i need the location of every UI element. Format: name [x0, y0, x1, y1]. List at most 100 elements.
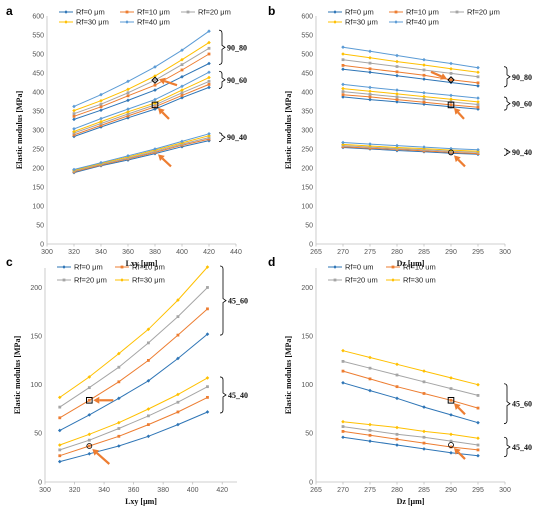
- data-point: [72, 133, 76, 137]
- legend-label: Rf=0 μm: [74, 263, 103, 272]
- data-point: [58, 405, 62, 409]
- y-tick-label: 0: [40, 241, 44, 248]
- data-point: [341, 90, 345, 94]
- data-point: [476, 65, 480, 70]
- legend-marker: [62, 265, 66, 269]
- panel-d: d 0 50 100 150 200 265 270 275 280 285 290 295 300 Dz …: [268, 255, 532, 506]
- legend-marker: [64, 20, 68, 24]
- data-point: [126, 107, 130, 111]
- x-tick-label: 285: [418, 249, 430, 256]
- series-line-Rf30: [342, 88, 479, 103]
- data-point: [341, 140, 345, 145]
- group-label: 45_60: [228, 297, 248, 306]
- data-point: [341, 82, 345, 87]
- x-tick-label: 300: [499, 249, 511, 256]
- group-label: 90_40: [512, 148, 532, 157]
- legend-marker: [120, 278, 124, 282]
- series-line-Rf0: [59, 333, 208, 431]
- data-point: [180, 75, 184, 79]
- panel-letter: a: [6, 4, 13, 18]
- data-point: [341, 58, 345, 62]
- data-point: [126, 109, 130, 114]
- data-point: [207, 79, 211, 83]
- data-point: [395, 59, 399, 64]
- series-line-Rf10: [59, 396, 208, 457]
- data-point: [341, 67, 345, 71]
- data-point: [449, 103, 453, 107]
- y-tick-label: 150: [301, 184, 313, 191]
- data-point: [422, 63, 426, 67]
- legend-marker: [120, 265, 124, 269]
- data-point: [476, 394, 480, 397]
- y-tick-label: 50: [36, 222, 44, 229]
- series-line-Rf30: [59, 377, 208, 446]
- data-point: [126, 112, 130, 116]
- data-point: [368, 388, 372, 393]
- series-line-Rf40: [342, 142, 479, 151]
- data-point: [449, 376, 453, 380]
- data-point: [72, 117, 76, 122]
- series-line-Rf20: [73, 137, 210, 172]
- data-point: [207, 75, 211, 80]
- y-tick-label: 50: [305, 431, 313, 438]
- data-point: [146, 327, 151, 332]
- data-point: [368, 377, 372, 381]
- legend-label: Rf=10 μm: [132, 263, 165, 272]
- data-point: [449, 67, 453, 71]
- series-line-Rf0: [73, 86, 210, 137]
- series-line-Rf10: [73, 83, 210, 136]
- data-point: [180, 63, 184, 67]
- highlight-square: [86, 396, 93, 404]
- data-point: [368, 70, 372, 75]
- data-point: [476, 436, 480, 441]
- data-point: [449, 432, 453, 437]
- legend-marker: [394, 20, 398, 24]
- group-bracket: [503, 96, 511, 111]
- data-point: [99, 98, 103, 103]
- legend-label: Rf=30 μm: [76, 18, 109, 27]
- x-tick-label: 280: [391, 487, 403, 494]
- y-tick-label: 450: [32, 70, 44, 77]
- annotation-arrow-head: [93, 396, 100, 404]
- data-point: [206, 307, 209, 311]
- legend-label: Rf=10 μm: [406, 8, 439, 17]
- data-point: [72, 104, 76, 109]
- data-point: [422, 435, 426, 439]
- panel-letter: d: [268, 255, 275, 269]
- x-tick-label: 360: [128, 487, 140, 494]
- legend-marker: [125, 20, 129, 24]
- data-point: [87, 451, 92, 456]
- data-point: [422, 145, 426, 149]
- data-point: [368, 89, 372, 94]
- data-point: [58, 454, 62, 458]
- legend-label: Rf=20 μm: [198, 8, 231, 17]
- data-point: [395, 53, 399, 58]
- data-point: [422, 100, 426, 104]
- x-tick-label: 300: [39, 487, 51, 494]
- data-point: [395, 92, 399, 96]
- data-point: [476, 100, 480, 104]
- annotation-arrow-shaft: [457, 111, 465, 120]
- data-point: [341, 435, 345, 440]
- highlight-diamond: [151, 76, 159, 84]
- annotation-arrow-head: [92, 449, 100, 456]
- data-point: [476, 443, 480, 447]
- data-point: [146, 341, 150, 345]
- data-point: [146, 414, 150, 418]
- legend-marker: [333, 20, 337, 24]
- y-tick-label: 0: [38, 479, 42, 486]
- data-point: [176, 400, 180, 404]
- data-point: [341, 52, 345, 56]
- legend-marker: [333, 10, 337, 14]
- annotation-arrow-head: [158, 154, 165, 162]
- series-line-Rf20: [59, 287, 208, 408]
- y-tick-label: 100: [301, 382, 313, 389]
- x-axis-label: Lxy [μm]: [125, 497, 157, 506]
- data-point: [368, 422, 372, 427]
- annotation-arrow-head: [440, 73, 447, 80]
- x-tick-label: 275: [364, 487, 376, 494]
- series-line-Rf0: [342, 147, 479, 155]
- data-point: [153, 105, 157, 109]
- y-axis-label: Elastic modulus [MPa]: [13, 336, 22, 415]
- data-point: [87, 444, 91, 448]
